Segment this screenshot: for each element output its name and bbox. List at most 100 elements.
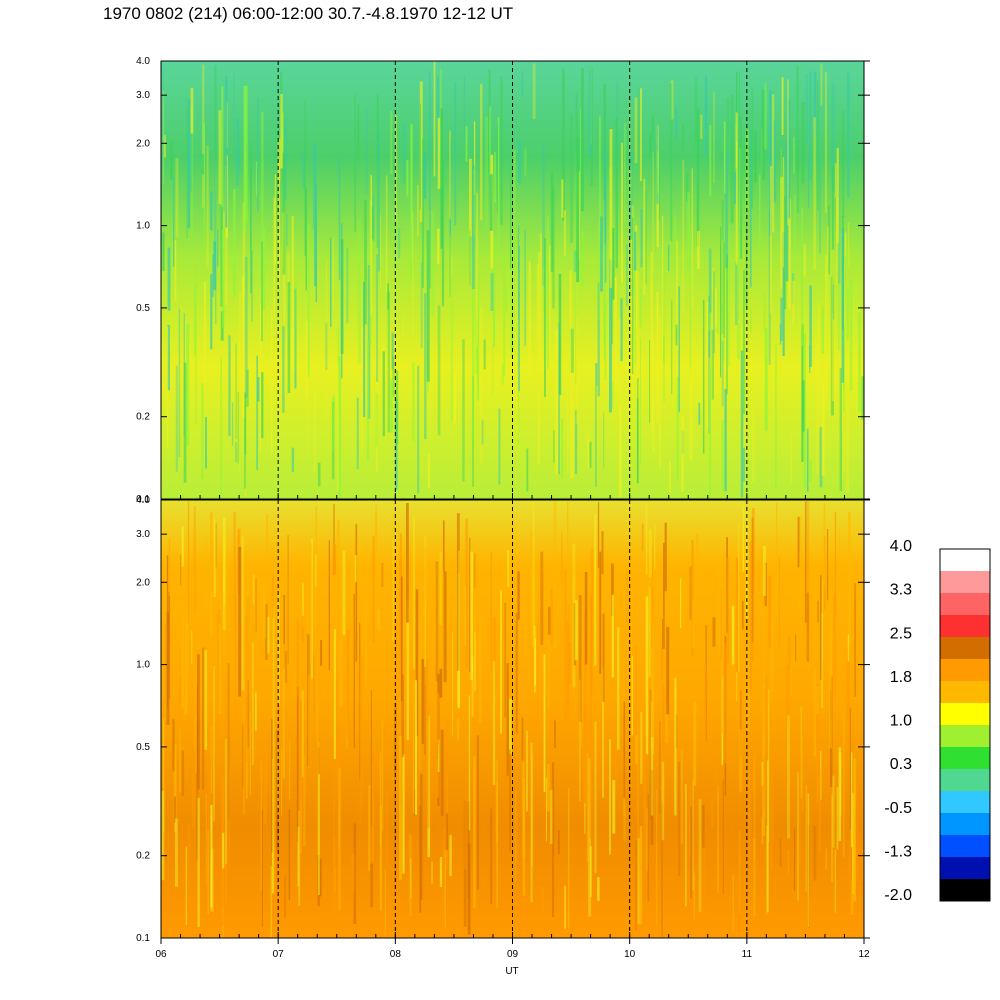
spectrogram-streak [479,620,482,723]
spectrogram-streak [664,522,667,592]
spectrogram-streak [597,502,600,568]
spectrogram-streak [524,148,527,176]
spectrogram-streak [496,759,498,908]
spectrogram-streak [187,822,191,919]
spectrogram-streak [813,668,816,757]
spectrogram-streak [626,245,628,306]
spectrogram-streak [649,339,651,423]
spectrogram-streak [356,397,359,470]
spectrogram-streak [214,65,217,154]
spectrogram-streak [437,739,440,773]
spectrogram-streak [312,141,314,230]
spectrogram-streak [573,250,577,273]
spectrogram-streak [504,602,507,718]
spectrogram-streak [168,595,171,699]
spectrogram-streak [284,875,286,919]
spectrogram-streak [602,667,604,798]
spectrogram-streak [235,343,237,439]
spectrogram-streak [476,276,480,401]
spectrogram-streak [225,75,228,228]
spectrogram-streak [431,861,433,884]
spectrogram-streak [282,147,286,275]
spectrogram-streak [842,703,845,858]
spectrogram-streak [837,200,840,351]
spectrogram-streak [413,789,416,816]
spectrogram-streak [244,392,247,489]
spectrogram-streak [805,784,808,892]
spectrogram-streak [250,166,252,294]
spectrogram-streak [841,228,844,383]
colorbar-segment [940,813,990,836]
spectrogram-streak [181,614,184,708]
spectrogram-streak [406,601,410,741]
spectrogram-streak [618,405,622,498]
spectrogram-streak [780,176,784,289]
spectrogram-streak [603,245,606,361]
spectrogram-streak [717,287,719,335]
spectrogram-streak [168,538,171,591]
spectrogram-streak [771,94,775,233]
spectrogram-streak [782,156,785,268]
upper-panel-frame [160,60,865,500]
spectrogram-streak [787,849,789,874]
spectrogram-streak [511,706,515,741]
y-tick-label: 2.0 [136,138,150,149]
spectrogram-streak [649,689,652,820]
spectrogram-streak [829,590,833,749]
spectrogram-streak [839,368,842,492]
spectrogram-streak [314,386,316,473]
spectrogram-streak [402,754,405,874]
spectrogram-streak [318,774,320,895]
spectrogram-streak [630,150,633,297]
spectrogram-streak [570,360,573,479]
spectrogram-streak [424,666,426,755]
spectrogram-streak [517,571,520,620]
spectrogram-streak [845,232,847,258]
spectrogram-streak [216,614,219,762]
spectrogram-streak [469,158,472,237]
spectrogram-streak [543,654,546,793]
spectrogram-streak [332,836,336,921]
spectrogram-streak [252,642,254,765]
spectrogram-streak [706,301,709,430]
spectrogram-streak [538,251,541,363]
spectrogram-streak [338,356,342,499]
spectrogram-streak [595,385,597,487]
spectrogram-streak [277,590,280,706]
spectrogram-streak [574,410,578,474]
spectrogram-streak [313,655,316,714]
spectrogram-streak [766,760,769,912]
spectrogram-streak [564,569,567,725]
spectrogram-streak [390,110,393,175]
spectrogram-streak [820,63,823,106]
spectrogram-streak [342,550,346,636]
spectrogram-streak [421,659,424,744]
spectrogram-streak [218,623,222,714]
spectrogram-streak [836,147,839,244]
spectrogram-streak [476,735,479,890]
spectrogram-streak [490,808,492,904]
spectrogram-streak [798,753,802,867]
spectrogram-streak [637,838,640,924]
spectrogram-streak [629,102,631,157]
spectrogram-streak [261,372,264,439]
spectrogram-streak [383,723,386,759]
spectrogram-streak [396,219,399,244]
spectrogram-streak [181,823,183,884]
spectrogram-streak [764,83,767,150]
colorbar-segment [940,593,990,616]
spectrogram-streak [370,689,372,826]
spectrogram-streak [197,686,198,778]
spectrogram-streak [739,70,740,157]
spectrogram-streak [720,226,722,378]
spectrogram-streak [375,392,379,447]
spectrogram-streak [733,171,736,205]
spectrogram-streak [296,686,299,842]
spectrogram-streak [282,212,286,327]
spectrogram-streak [403,123,406,184]
spectrogram-streak [454,82,457,226]
spectrogram-streak [652,625,655,755]
spectrogram-streak [174,240,177,301]
spectrogram-streak [287,535,289,665]
spectrogram-streak [832,284,835,320]
